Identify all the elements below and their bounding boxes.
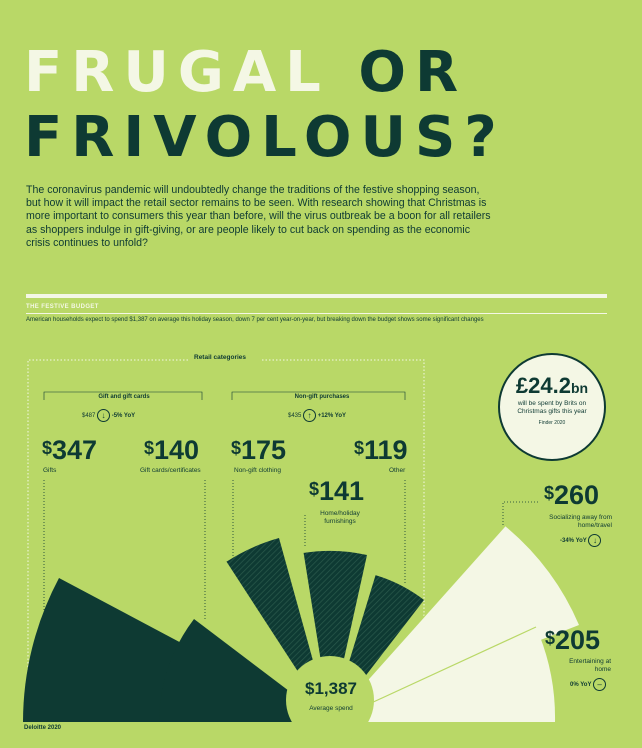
headline-line-2: FRIVOLOUS? (24, 105, 506, 170)
retail-frame-right (262, 359, 425, 620)
wedge-entertaining (330, 627, 556, 722)
clothing-label: Non-gift clothing (234, 467, 281, 474)
social-leader (502, 501, 540, 525)
section-title: THE FESTIVE BUDGET (26, 304, 99, 310)
retail-categories-label: Retail categories (188, 354, 253, 361)
nongift-group-stats: $435 ↑ +12% YoY (288, 409, 398, 422)
section-divider (26, 294, 607, 298)
gift-group-title: Gift and gift cards (98, 394, 150, 400)
social-value: $260 (544, 480, 600, 510)
uk-callout: £24.2bn will be spent by Brits on Christ… (498, 353, 606, 461)
home-value: $141 (309, 476, 365, 506)
social-label: Socializing away from home/travel (549, 514, 612, 529)
clothing-value: $175 (231, 435, 287, 465)
arrow-down-icon: ↓ (97, 409, 111, 422)
dash-icon: – (593, 678, 607, 691)
nongift-group-value: $435 (288, 413, 302, 420)
headline-or: OR (358, 40, 468, 105)
giftcards-value: $140 (144, 435, 200, 465)
home-label: Home/holiday furnishings (320, 510, 360, 525)
section-subtitle: American households expect to spend $1,3… (26, 317, 484, 323)
headline-line-1: FRUGAL OR (24, 45, 467, 101)
nongift-group-title: Non-gift purchases (294, 394, 350, 400)
entertain-value: $205 (545, 625, 601, 655)
other-label: Other (389, 467, 406, 474)
entertain-change: 0% YoY (570, 682, 592, 689)
footer-source: Deloitte 2020 (24, 725, 62, 731)
gift-group-change: -5% YoY (111, 413, 136, 420)
nongift-bracket (231, 391, 406, 400)
section-underline (26, 313, 607, 314)
headline-frugal: FRUGAL (24, 40, 359, 105)
wedge-socializing (330, 526, 579, 722)
total-circle (286, 656, 374, 744)
arrow-up-icon: ↑ (303, 409, 317, 422)
uk-callout-text: will be spent by Brits on Christmas gift… (517, 400, 587, 415)
gifts-label: Gifts (43, 467, 57, 474)
uk-callout-source: Finder 2020 (538, 420, 566, 426)
entertain-label: Entertaining at home (569, 658, 611, 673)
gift-group-value: $487 (82, 413, 96, 420)
other-value: $119 (354, 435, 408, 465)
social-change: -34% YoY (560, 538, 587, 545)
retail-frame-left (27, 359, 188, 720)
total-value: $1,387 (305, 679, 357, 698)
gifts-value: $347 (42, 435, 98, 465)
entertain-change-row: 0% YoY – (570, 678, 607, 691)
uk-callout-amount: £24.2bn (515, 373, 589, 398)
intro-paragraph: The coronavirus pandemic will undoubtedl… (26, 184, 491, 249)
total-label: Average spend (309, 705, 353, 712)
nongift-group-change: +12% YoY (317, 413, 346, 420)
gift-bracket (43, 391, 203, 400)
arrow-down-icon: ↓ (588, 534, 602, 547)
gift-group-stats: $487 ↓ -5% YoY (82, 409, 192, 422)
wedge-home (303, 550, 367, 722)
social-change-row: -34% YoY ↓ (560, 534, 602, 547)
giftcards-label: Gift cards/certificates (140, 467, 201, 474)
